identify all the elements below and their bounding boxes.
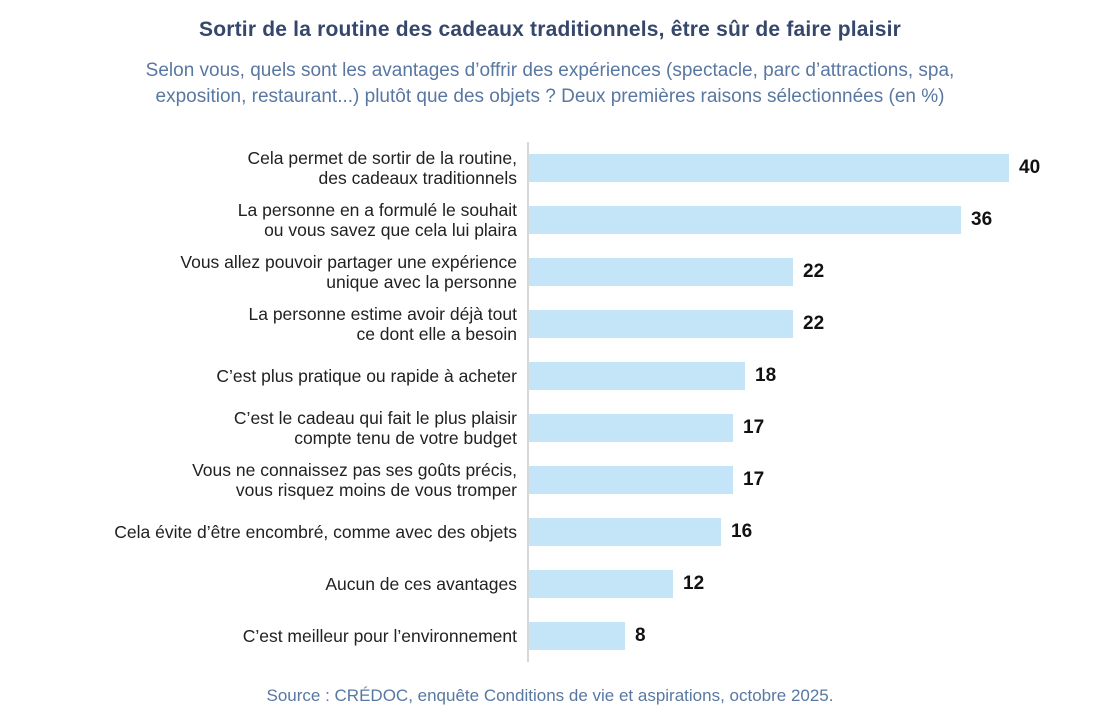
bar-track: 17 (527, 402, 1085, 454)
bar (529, 362, 745, 390)
value-label: 17 (743, 469, 765, 490)
bar (529, 518, 721, 546)
bar (529, 414, 733, 442)
bar-row: Cela permet de sortir de la routine, des… (0, 142, 1085, 194)
value-label: 40 (1019, 157, 1041, 178)
category-label: C’est meilleur pour l’environnement (242, 626, 517, 646)
chart-title: Sortir de la routine des cadeaux traditi… (199, 18, 901, 41)
category-label: Cela permet de sortir de la routine, des… (247, 148, 517, 188)
bar (529, 206, 961, 234)
category-label: La personne estime avoir déjà tout ce do… (248, 304, 518, 344)
category-label: C’est le cadeau qui fait le plus plaisir… (233, 408, 517, 448)
bar (529, 310, 793, 338)
bar (529, 154, 1009, 182)
bar-track: 40 (527, 142, 1085, 194)
bar-track: 12 (527, 558, 1085, 610)
bar (529, 622, 625, 650)
source-note: Source : CRÉDOC, enquête Conditions de v… (266, 686, 834, 705)
bar-row: La personne estime avoir déjà tout ce do… (0, 298, 1085, 350)
bar-row: Aucun de ces avantages 12 (0, 558, 1085, 610)
category-label: Aucun de ces avantages (325, 574, 517, 594)
value-label: 22 (803, 261, 825, 282)
chart-page: Sortir de la routine des cadeaux traditi… (0, 16, 1100, 720)
bar-track: 8 (527, 610, 1085, 662)
bar-track: 22 (527, 246, 1085, 298)
bar-row: Vous allez pouvoir partager une expérien… (0, 246, 1085, 298)
bar (529, 258, 793, 286)
value-label: 22 (803, 313, 825, 334)
bar-track: 16 (527, 506, 1085, 558)
bar-row: Vous ne connaissez pas ses goûts précis,… (0, 454, 1085, 506)
bar-row: Cela évite d’être encombré, comme avec d… (0, 506, 1085, 558)
value-label: 16 (731, 521, 753, 542)
bar-track: 17 (527, 454, 1085, 506)
bar-row: La personne en a formulé le souhait ou v… (0, 194, 1085, 246)
bar-track: 36 (527, 194, 1085, 246)
bar-track: 22 (527, 298, 1085, 350)
bar (529, 570, 673, 598)
category-label: Vous ne connaissez pas ses goûts précis,… (192, 460, 517, 500)
category-label: C’est plus pratique ou rapide à acheter (216, 366, 517, 386)
value-label: 8 (635, 625, 646, 646)
category-label: Vous allez pouvoir partager une expérien… (180, 252, 517, 292)
category-label: La personne en a formulé le souhait ou v… (237, 200, 517, 240)
bar-chart: Cela permet de sortir de la routine, des… (0, 142, 1085, 662)
bar-row: C’est plus pratique ou rapide à acheter 1… (0, 350, 1085, 402)
value-label: 17 (743, 417, 765, 438)
bar (529, 466, 733, 494)
chart-subtitle: Selon vous, quels sont les avantages d’o… (145, 60, 955, 107)
value-label: 18 (755, 365, 777, 386)
category-label: Cela évite d’être encombré, comme avec d… (114, 522, 517, 542)
value-label: 36 (971, 209, 993, 230)
bar-track: 18 (527, 350, 1085, 402)
value-label: 12 (683, 573, 705, 594)
bar-row: C’est le cadeau qui fait le plus plaisir… (0, 402, 1085, 454)
bar-row: C’est meilleur pour l’environnement 8 (0, 610, 1085, 662)
